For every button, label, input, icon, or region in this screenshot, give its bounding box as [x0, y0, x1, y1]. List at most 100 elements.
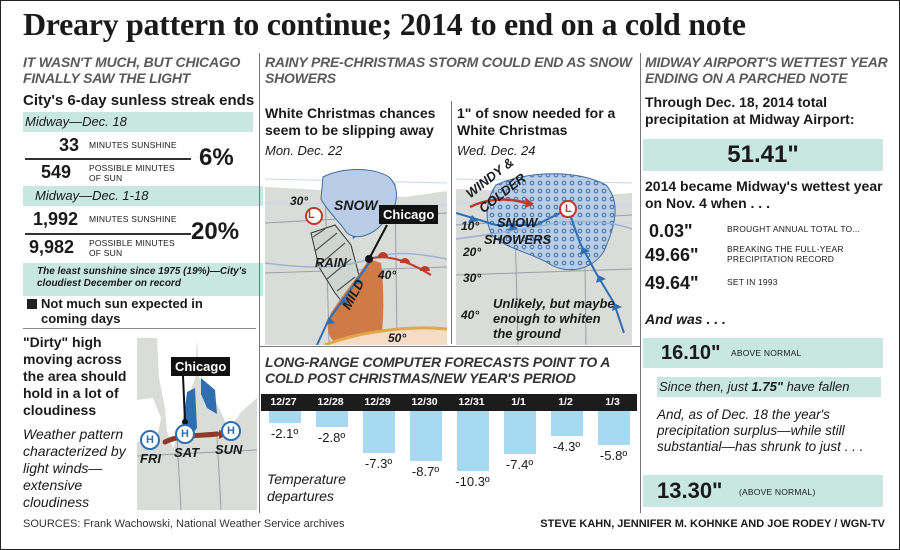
- temp-bar: [315, 411, 348, 428]
- above-normal-value: 16.10": [661, 342, 721, 364]
- sources: SOURCES: Frank Wachowski, National Weath…: [23, 518, 345, 530]
- possible-minutes-month-value: 9,982: [29, 237, 75, 257]
- midway-dec18-band: Midway—Dec. 18: [23, 112, 253, 132]
- temp-label: 30°: [290, 194, 309, 208]
- temp-departure-chart: 12/27 -2.1º 12/28 -2.8º 12/29 -7.3º 12/30 -8.7º…: [261, 394, 637, 519]
- temp-value-label: -8.7º: [411, 464, 440, 480]
- snow-label: SNOW: [334, 197, 378, 213]
- surplus-value: 13.30": [657, 478, 723, 503]
- possible-minutes-value: 549: [41, 162, 72, 182]
- day-label-sat: SAT: [174, 445, 200, 460]
- day-label-fri: FRI: [140, 451, 161, 466]
- column-divider: [640, 53, 641, 513]
- credit: STEVE KAHN, JENNIFER M. KOHNKE AND JOE R…: [540, 518, 885, 530]
- above-normal-band: [643, 475, 883, 507]
- record-value: 49.64": [645, 273, 699, 293]
- sunless-subhead: City's 6-day sunless streak ends: [23, 92, 255, 109]
- possible-minutes-label: POSSIBLE MINUTES OF SUN: [89, 163, 175, 183]
- middle-section-head: RAINY PRE-CHRISTMAS STORM COULD END AS S…: [265, 54, 632, 86]
- became-text: 2014 became Midway's wettest year on Nov…: [645, 178, 883, 211]
- temp-bar: [362, 411, 395, 454]
- column-divider: [259, 53, 260, 513]
- and-was-text: And was . . .: [645, 311, 726, 327]
- right-section-head: MIDWAY AIRPORT'S WETTEST YEAR ENDING ON …: [645, 54, 888, 86]
- high-pressure-icon: H: [175, 424, 195, 444]
- low-pressure-icon: L: [565, 203, 572, 215]
- weather-pattern-text: Weather pattern characterized by light w…: [23, 426, 126, 510]
- low-pressure-icon: L: [308, 209, 315, 221]
- temp-bar: [503, 411, 536, 454]
- since-then-text: have fallen: [782, 379, 850, 394]
- record-label: BREAKING THE FULL-YEAR PRECIPITATION REC…: [727, 244, 844, 264]
- chart-date-label: 12/31: [458, 396, 485, 408]
- chicago-callout-small: Chicago: [171, 357, 231, 376]
- sunshine-pct-6: 6%: [199, 144, 234, 171]
- fraction-rule: [25, 158, 191, 160]
- temp-bar: [550, 411, 583, 436]
- bullet-square: [27, 299, 37, 309]
- chart-date-label: 1/2: [558, 396, 573, 408]
- chart-date-header: [261, 394, 637, 411]
- since-then-value: 1.75": [751, 379, 783, 394]
- sunshine-minutes-label: MINUTES SUNSHINE: [89, 140, 177, 150]
- temp-bar: [409, 411, 442, 462]
- sunshine-minutes-month-value: 1,992: [33, 209, 79, 229]
- page-title: Dreary pattern to continue; 2014 to end …: [23, 6, 746, 42]
- temp-label: 20°: [463, 245, 482, 259]
- through-text: Through Dec. 18, 2014 total precipitatio…: [645, 94, 855, 127]
- temp-label: 50°: [388, 331, 407, 345]
- record-label: BROUGHT ANNUAL TOTAL TO...: [727, 224, 861, 234]
- temp-bar: [456, 411, 489, 471]
- chart-date-label: 12/28: [317, 396, 344, 408]
- temp-value-label: -2.8º: [317, 430, 346, 446]
- above-normal-band: [643, 338, 883, 368]
- sunshine-minutes-value: 33: [59, 135, 80, 155]
- chart-date-label: 1/1: [511, 396, 526, 408]
- chart-date-label: 12/30: [411, 396, 438, 408]
- temp-value-label: -7.4º: [505, 456, 534, 472]
- least-sunshine-note: The least sunshine since 1975 (19%)—City…: [23, 263, 263, 296]
- not-much-sun-note: Not much sun expected in coming days: [41, 296, 203, 326]
- map1-storm: [265, 163, 447, 345]
- temp-label: 40°: [461, 308, 480, 322]
- surplus-text: And, as of Dec. 18 the year's precipitat…: [657, 407, 864, 454]
- map-divider: [451, 101, 452, 344]
- forecast-head: LONG-RANGE COMPUTER FORECASTS POINT TO A…: [265, 354, 610, 386]
- since-then-band: Since then, just 1.75" have fallen: [657, 377, 881, 397]
- left-section-head: IT WASN'T MUCH, BUT CHICAGO FINALLY SAW …: [23, 54, 241, 86]
- possible-minutes-month-label: POSSIBLE MINUTES OF SUN: [89, 238, 175, 258]
- chart-date-label: 1/3: [605, 396, 620, 408]
- sunshine-minutes-month-label: MINUTES SUNSHINE: [89, 214, 177, 224]
- map2-date: Wed. Dec. 24: [457, 143, 536, 158]
- day-label-sun: SUN: [215, 442, 243, 457]
- since-then-text: Since then, just: [659, 379, 752, 394]
- temp-label: 10°: [461, 219, 480, 233]
- high-pressure-icon: H: [221, 421, 241, 441]
- chart-date-label: 12/27: [270, 396, 297, 408]
- left-divider: [23, 328, 256, 329]
- chart-date-label: 12/29: [364, 396, 391, 408]
- chart-divider: [259, 346, 640, 347]
- total-precip-value: 51.41": [643, 139, 883, 171]
- temp-value-label: -7.3º: [364, 456, 393, 472]
- map2-note: Unlikely, but maybe enough to whiten the…: [493, 296, 615, 341]
- temp-value-label: -10.3º: [455, 473, 490, 489]
- dirty-high-text: "Dirty" high moving across the area shou…: [23, 334, 127, 418]
- temp-bar: [268, 411, 301, 424]
- sunshine-pct-20: 20%: [191, 218, 240, 245]
- temp-caption: Temperature departures: [267, 471, 346, 504]
- temp-value-label: -4.3º: [552, 438, 581, 454]
- temp-bar: [597, 411, 630, 445]
- record-value: 49.66": [645, 245, 699, 265]
- fraction-rule: [25, 233, 191, 235]
- above-normal-label: ABOVE NORMAL: [731, 348, 802, 358]
- map2-title: 1" of snow needed for a White Christmas: [457, 105, 616, 138]
- high-pressure-icon: H: [140, 430, 160, 450]
- map2-storm: [456, 163, 632, 345]
- temp-label: 30°: [463, 271, 482, 285]
- showers-label: SHOWERS: [484, 232, 552, 247]
- temp-value-label: -5.8º: [599, 447, 628, 463]
- surplus-label: (ABOVE NORMAL): [739, 487, 816, 497]
- chicago-callout: Chicago: [379, 205, 439, 224]
